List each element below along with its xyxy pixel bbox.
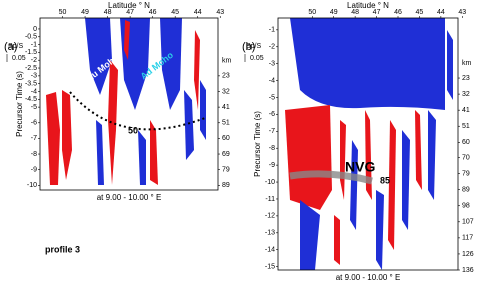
depth-tick-label: 32 bbox=[462, 91, 470, 98]
top-axis-label: Latitude ° N bbox=[347, 1, 389, 10]
depth-unit: km bbox=[462, 60, 472, 67]
y-tick-label: -8 bbox=[269, 145, 275, 152]
x-tick-label: 48 bbox=[104, 9, 112, 16]
x-tick-label: 43 bbox=[216, 9, 224, 16]
y-tick-label: -10 bbox=[27, 182, 37, 189]
x-tick-label: 46 bbox=[149, 9, 157, 16]
y-tick-label: -4.5 bbox=[25, 96, 37, 103]
wiggle-image-b bbox=[285, 18, 453, 270]
depth-tick-label: 41 bbox=[222, 104, 230, 111]
x-tick-label: 47 bbox=[126, 9, 134, 16]
y-tick-label: -9 bbox=[31, 167, 37, 174]
x-tick-label: 47 bbox=[373, 9, 381, 16]
annotation: 50 bbox=[128, 125, 138, 135]
annotation: NVG bbox=[345, 159, 375, 175]
depth-tick-label: 41 bbox=[462, 107, 470, 114]
scale-value: 0.05 bbox=[250, 55, 264, 62]
x-tick-label: 44 bbox=[437, 9, 445, 16]
x-tick-label: 46 bbox=[394, 9, 402, 16]
y-tick-label: -1 bbox=[31, 41, 37, 48]
x-tick-label: 50 bbox=[59, 9, 67, 16]
depth-tick-label: 69 bbox=[222, 151, 230, 158]
y-tick-label: -5 bbox=[31, 104, 37, 111]
y-tick-label: -1.5 bbox=[25, 49, 37, 56]
depth-unit: km bbox=[222, 58, 232, 65]
panel-label: (a) bbox=[4, 41, 17, 53]
y-tick-label: -4 bbox=[31, 88, 37, 95]
x-tick-label: 45 bbox=[171, 9, 179, 16]
depth-tick-label: 51 bbox=[462, 123, 470, 130]
depth-tick-label: 79 bbox=[462, 170, 470, 177]
depth-tick-label: 117 bbox=[462, 235, 473, 242]
x-tick-label: 43 bbox=[458, 9, 466, 16]
depth-tick-label: 107 bbox=[462, 219, 474, 226]
bottom-label: at 9.00 - 10.00 ° E bbox=[97, 193, 162, 202]
depth-tick-label: 23 bbox=[222, 73, 230, 80]
y-tick-label: -12 bbox=[265, 213, 275, 220]
y-tick-label: -2 bbox=[31, 57, 37, 64]
scale-value: 0.05 bbox=[12, 55, 26, 62]
y-tick-label: -8 bbox=[31, 151, 37, 158]
y-tick-label: -6 bbox=[269, 111, 275, 118]
x-tick-label: 44 bbox=[194, 9, 202, 16]
wiggle-image-a bbox=[46, 18, 206, 185]
footnote: profile 3 bbox=[45, 244, 80, 254]
y-tick-label: -0.5 bbox=[25, 34, 37, 41]
bottom-label: at 9.00 - 10.00 ° E bbox=[336, 273, 401, 282]
y-tick-label: -3.5 bbox=[25, 81, 37, 88]
y-tick-label: -9 bbox=[269, 162, 275, 169]
plot-frame bbox=[39, 17, 219, 191]
y-axis-label: Precursor Time (s) bbox=[253, 111, 262, 177]
plot-frame bbox=[277, 17, 459, 271]
y-tick-label: -1 bbox=[269, 27, 275, 34]
depth-tick-label: 51 bbox=[222, 120, 230, 127]
x-tick-label: 49 bbox=[330, 9, 338, 16]
depth-tick-label: 98 bbox=[462, 203, 470, 210]
y-tick-label: -7 bbox=[269, 128, 275, 135]
depth-tick-label: 23 bbox=[462, 75, 470, 82]
y-tick-label: -6 bbox=[31, 120, 37, 127]
depth-tick-label: 60 bbox=[222, 135, 230, 142]
y-tick-label: -7 bbox=[31, 135, 37, 142]
y-tick-label: -2.5 bbox=[25, 65, 37, 72]
depth-tick-label: 126 bbox=[462, 251, 474, 258]
y-tick-label: -14 bbox=[265, 247, 275, 254]
y-tick-label: -3 bbox=[269, 61, 275, 68]
depth-tick-label: 79 bbox=[222, 167, 230, 174]
x-tick-label: 49 bbox=[81, 9, 89, 16]
annotation: 85 bbox=[380, 175, 390, 185]
y-tick-label: -10 bbox=[265, 179, 275, 186]
depth-tick-label: 60 bbox=[462, 139, 470, 146]
depth-tick-label: 70 bbox=[462, 154, 470, 161]
panel-label: (b) bbox=[242, 41, 255, 53]
depth-tick-label: 32 bbox=[222, 88, 230, 95]
x-tick-label: 45 bbox=[416, 9, 424, 16]
depth-tick-label: 89 bbox=[462, 187, 470, 194]
x-tick-label: 50 bbox=[308, 9, 316, 16]
y-tick-label: -3 bbox=[31, 73, 37, 80]
depth-tick-label: 89 bbox=[222, 182, 230, 189]
y-tick-label: -13 bbox=[265, 230, 275, 237]
scale-label: Sp/S bbox=[8, 43, 24, 50]
scale-label: Sp/S bbox=[246, 43, 262, 50]
y-tick-label: -4 bbox=[269, 77, 275, 84]
top-axis-label: Latitude ° N bbox=[108, 1, 150, 10]
depth-tick-label: 136 bbox=[462, 267, 474, 274]
y-tick-label: -11 bbox=[265, 196, 275, 203]
y-tick-label: -15 bbox=[265, 263, 275, 270]
y-axis-label: Precursor Time (s) bbox=[15, 71, 24, 137]
y-tick-label: -5 bbox=[269, 94, 275, 101]
y-tick-label: 0 bbox=[33, 26, 37, 33]
y-tick-label: -2 bbox=[269, 44, 275, 51]
x-tick-label: 48 bbox=[351, 9, 359, 16]
